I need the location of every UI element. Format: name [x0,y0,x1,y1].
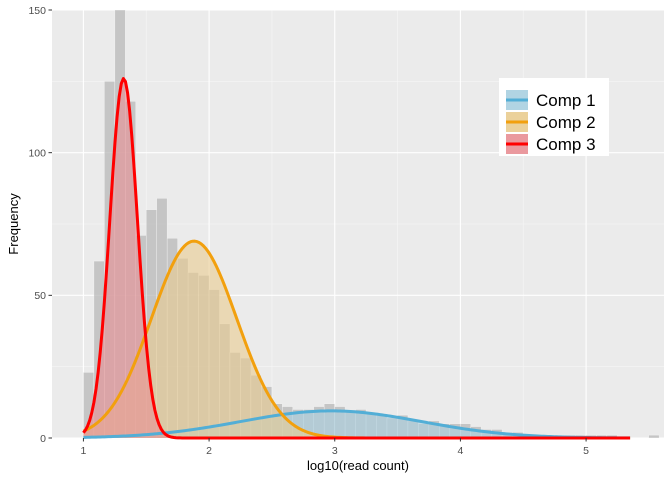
curve-comp-1 [83,409,631,440]
x-tick-label: 4 [457,445,463,457]
legend-label-comp-3: Comp 3 [536,135,596,154]
y-axis-title: Frequency [6,193,21,255]
component-curves [82,77,631,440]
curve-comp-3 [82,77,631,440]
legend: Comp 1 Comp 2 Comp 3 [499,78,609,156]
histogram-bar [648,434,660,439]
x-axis-title: log10(read count) [307,458,409,473]
x-axis-ticks: 1 2 3 4 5 [80,438,589,457]
legend-label-comp-1: Comp 1 [536,91,596,110]
area-comp-3 [83,78,631,439]
y-tick-label: 100 [28,147,46,159]
x-tick-label: 5 [583,445,589,457]
y-axis-ticks: 0 50 100 150 [28,5,52,445]
component-areas [83,78,631,439]
x-tick-label: 1 [80,445,86,457]
y-tick-label: 0 [40,433,46,445]
x-tick-label: 3 [332,445,338,457]
grid [52,9,664,439]
x-tick-label: 2 [206,445,212,457]
y-tick-label: 50 [34,290,46,302]
y-tick-label: 150 [28,5,46,17]
area-comp-2 [83,241,631,438]
legend-label-comp-2: Comp 2 [536,113,596,132]
